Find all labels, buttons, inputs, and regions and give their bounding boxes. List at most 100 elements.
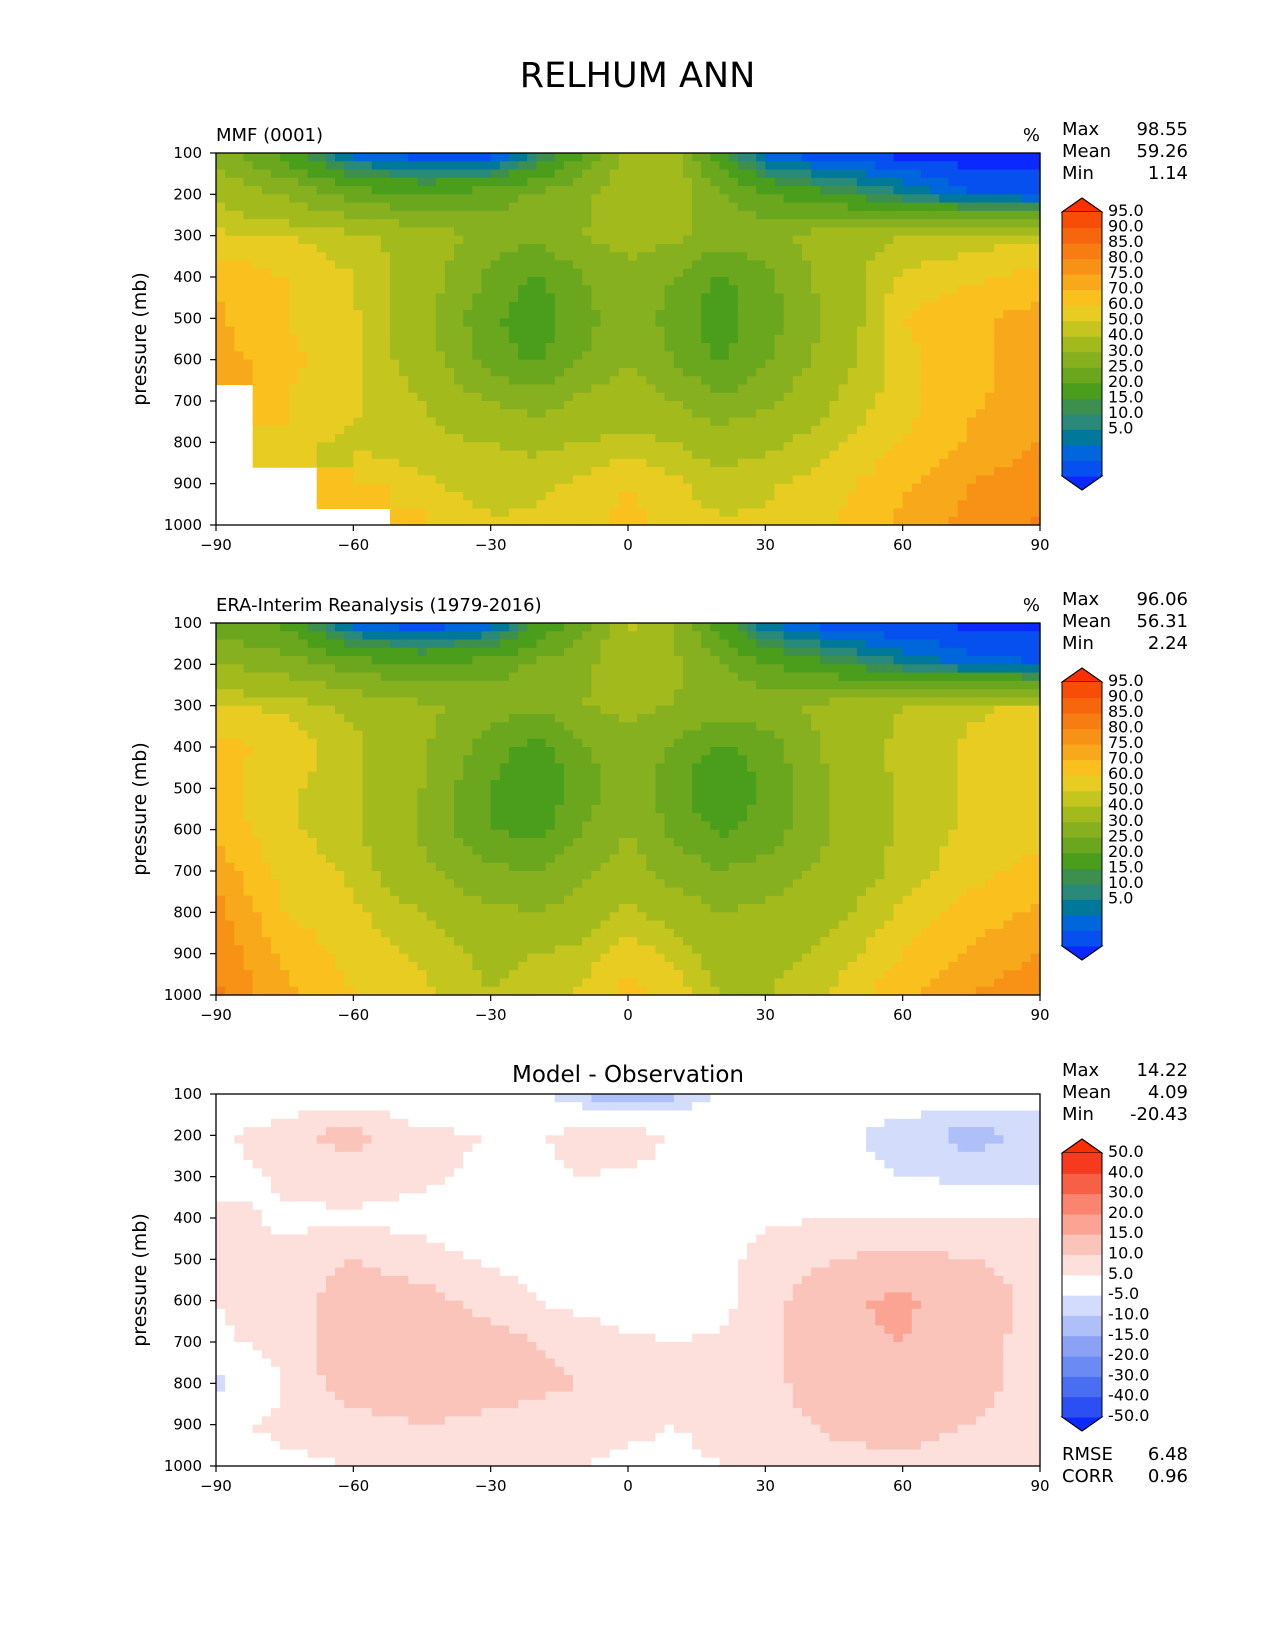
contour-cell (655, 491, 666, 501)
contour-cell (527, 293, 538, 303)
contour-cell (930, 310, 940, 319)
contour-cell (756, 227, 766, 237)
contour-cell (710, 639, 721, 649)
contour-cell (518, 161, 528, 171)
contour-cell (939, 252, 950, 262)
contour-cell (637, 467, 647, 476)
contour-cell (655, 376, 666, 386)
contour-cell (582, 425, 592, 435)
contour-cell (737, 202, 748, 212)
contour-cell (930, 434, 940, 443)
contour-cell (618, 359, 629, 369)
contour-cell (710, 384, 721, 394)
contour-cell (216, 293, 226, 303)
contour-cell (499, 343, 510, 352)
contour-cell (408, 235, 419, 245)
contour-cell (692, 210, 702, 220)
contour-cell (527, 672, 538, 682)
contour-cell (490, 508, 501, 518)
contour-cell (975, 194, 986, 204)
contour-cell (216, 639, 226, 649)
contour-cell (737, 243, 748, 253)
contour-cell (463, 376, 473, 386)
contour-cell (902, 293, 913, 303)
contour-cell (628, 359, 638, 369)
contour-cell (1003, 268, 1014, 278)
contour-cell (554, 243, 565, 253)
contour-cell (289, 367, 299, 377)
contour-cell (628, 508, 638, 518)
contour-cell (811, 516, 821, 526)
contour-cell (847, 285, 858, 295)
contour-cell (408, 458, 419, 468)
contour-cell (957, 194, 968, 204)
contour-cell (1030, 359, 1041, 369)
contour-cell (252, 310, 263, 319)
contour-cell (316, 161, 327, 171)
contour-cell (756, 434, 766, 443)
contour-cell (536, 260, 547, 270)
contour-cell (893, 672, 904, 682)
contour-cell (792, 310, 803, 319)
contour-cell (902, 243, 913, 253)
contour-cell (701, 318, 711, 328)
contour-cell (1021, 219, 1032, 228)
contour-cell (609, 367, 620, 377)
contour-cell (325, 235, 336, 245)
contour-cell (985, 153, 995, 162)
contour-cell (673, 434, 684, 443)
contour-cell (664, 631, 675, 641)
contour-cell (325, 450, 336, 460)
contour-cell (454, 343, 464, 352)
contour-cell (811, 161, 821, 171)
contour-cell (417, 680, 428, 690)
contour-cell (747, 219, 757, 228)
contour-cell (399, 450, 409, 460)
contour-cell (426, 194, 437, 204)
contour-cell (820, 351, 831, 361)
contour-cell (1012, 202, 1023, 212)
contour-cell (847, 508, 858, 518)
contour-cell (792, 483, 803, 493)
contour-cell (884, 384, 895, 394)
contour-cell (389, 359, 400, 369)
contour-cell (472, 202, 483, 212)
contour-cell (252, 425, 263, 435)
contour-cell (591, 689, 602, 698)
contour-cell (801, 647, 812, 657)
contour-cell (1003, 252, 1014, 262)
contour-cell (847, 210, 858, 220)
contour-cell (911, 252, 922, 262)
contour-cell (399, 680, 409, 690)
contour-cell (289, 186, 299, 195)
contour-cell (820, 334, 831, 344)
contour-cell (628, 689, 638, 698)
contour-cell (270, 384, 281, 394)
contour-cell (728, 680, 739, 690)
contour-cell (280, 318, 290, 328)
contour-cell (856, 194, 867, 204)
contour-cell (866, 186, 876, 195)
contour-cell (508, 425, 519, 435)
contour-cell (426, 243, 437, 253)
contour-cell (664, 268, 675, 278)
contour-cell (435, 153, 446, 162)
contour-cell (472, 268, 483, 278)
contour-cell (966, 467, 977, 476)
contour-cell (1021, 351, 1032, 361)
contour-cell (920, 425, 931, 435)
contour-cell (600, 277, 611, 286)
contour-cell (335, 351, 345, 361)
contour-cell (655, 647, 666, 657)
contour-cell (628, 392, 638, 402)
contour-cell (902, 161, 913, 171)
contour-cell (280, 417, 290, 427)
contour-cell (545, 285, 556, 295)
contour-cell (756, 664, 766, 674)
contour-cell (673, 425, 684, 435)
contour-cell (847, 458, 858, 468)
contour-cell (298, 639, 309, 649)
contour-cell (710, 235, 721, 245)
contour-cell (252, 260, 263, 270)
contour-cell (1030, 227, 1041, 237)
